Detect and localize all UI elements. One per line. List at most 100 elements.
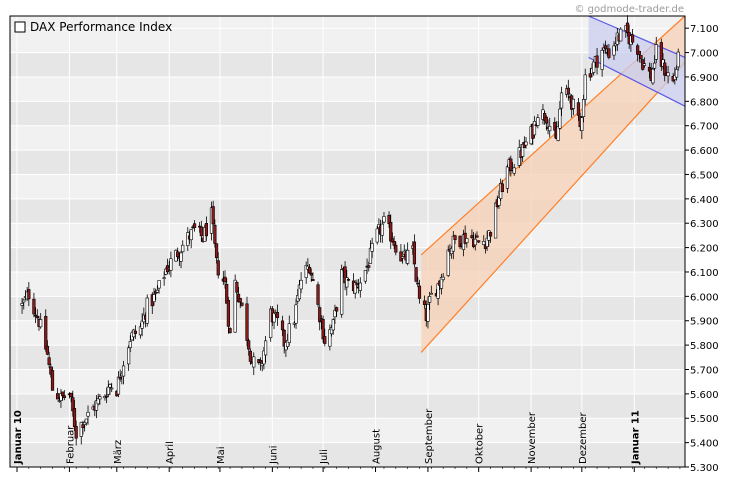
plot-band (10, 198, 685, 224)
candle-up (612, 45, 616, 56)
candle-up (363, 270, 367, 282)
candle-up (189, 229, 193, 241)
x-tick-label: August (372, 429, 383, 464)
plot-background (10, 16, 685, 467)
candle-down (630, 34, 635, 43)
candle-up (370, 243, 374, 252)
candle-down (488, 232, 493, 237)
candle-down (226, 300, 230, 327)
candle-down (204, 223, 209, 237)
candle-down (211, 206, 215, 225)
candle-down (62, 395, 66, 398)
candle-up (128, 341, 132, 348)
candle-up (571, 98, 575, 109)
candle-down (412, 241, 417, 265)
plot-band (10, 223, 685, 248)
candle-up (179, 252, 183, 262)
channel-lower-line (420, 61, 686, 353)
candle-up (152, 294, 156, 302)
candle-up (116, 376, 121, 395)
candle-down (422, 300, 427, 305)
plot-band (10, 16, 685, 29)
y-tick-label: 6.000 (690, 292, 719, 303)
candle-down (309, 273, 313, 276)
candle-up (446, 249, 450, 276)
candle-down (235, 281, 239, 293)
candle-up (106, 386, 110, 395)
candle-down (247, 340, 251, 350)
candle-up (108, 384, 112, 388)
candle-down (50, 370, 55, 391)
candle-up (580, 117, 584, 131)
x-tick-label: Dezember (578, 412, 589, 464)
x-tick-label: Mai (216, 446, 227, 464)
candle-up (140, 320, 144, 329)
candle-down (223, 276, 227, 283)
candle-down (625, 22, 630, 34)
x-axis: Januar 10 Februar März April Mai Juni Juli Augu… (13, 408, 681, 472)
x-tick-label: November (527, 411, 538, 464)
y-tick-label: 5.900 (690, 317, 719, 328)
plot-band (10, 393, 685, 419)
y-tick-label: 6.600 (690, 146, 719, 157)
candle-down (307, 266, 312, 274)
candle-up (263, 340, 268, 356)
candle-up (127, 347, 131, 365)
plot-band (10, 345, 685, 370)
candle-up (559, 92, 564, 109)
candle-down (323, 336, 327, 344)
y-tick-label: 5.800 (690, 341, 719, 352)
candle-up (497, 197, 501, 206)
x-tick-label: März (113, 440, 124, 464)
candle-down (240, 302, 244, 306)
candle-up (652, 62, 657, 69)
y-tick-label: 6.400 (690, 195, 719, 206)
channel-fill (421, 16, 685, 353)
candle-down (258, 360, 263, 363)
candle-down (311, 279, 315, 281)
plot-band (10, 442, 685, 467)
y-tick-label: 5.600 (690, 390, 719, 401)
candle-down (394, 244, 398, 253)
channel-fill (588, 16, 685, 107)
y-tick-label: 6.200 (690, 244, 719, 255)
plot-band (10, 28, 685, 53)
candle-up (299, 279, 303, 290)
y-tick-label: 6.500 (690, 170, 719, 181)
candle-down (105, 395, 109, 398)
candle-up (375, 228, 379, 243)
candle-up (426, 304, 430, 322)
candle-down (74, 425, 78, 439)
candle-down (27, 289, 31, 300)
y-tick-label: 6.300 (690, 219, 719, 230)
candle-down (566, 87, 570, 95)
candle-up (358, 282, 362, 291)
candle-down (35, 315, 39, 318)
candle-up (439, 276, 444, 289)
candle-up (536, 117, 540, 126)
candle-down (346, 279, 351, 281)
candle-down (72, 408, 77, 428)
trend-channels (420, 15, 686, 353)
candle-down (228, 328, 232, 334)
y-tick-label: 6.700 (690, 122, 719, 133)
x-tick-label: April (165, 441, 176, 464)
candle-up (532, 121, 537, 136)
candle-up (331, 319, 335, 331)
candle-down (275, 312, 280, 318)
candle-down (414, 267, 418, 282)
candle-up (155, 289, 159, 293)
candle-down (282, 329, 286, 347)
x-tick-label: Januar 11 (630, 410, 641, 465)
candle-up (512, 167, 516, 174)
candle-up (22, 299, 26, 303)
y-tick-label: 5.400 (690, 439, 719, 450)
x-tick-label: Januar 10 (13, 410, 24, 465)
candle-up (666, 72, 670, 77)
candle-up (654, 44, 658, 60)
watermark: © godmode-trader.de (575, 4, 685, 15)
candle-up (84, 418, 88, 424)
candle-down (389, 221, 393, 242)
candle-down (475, 235, 479, 238)
candle-up (157, 280, 161, 289)
